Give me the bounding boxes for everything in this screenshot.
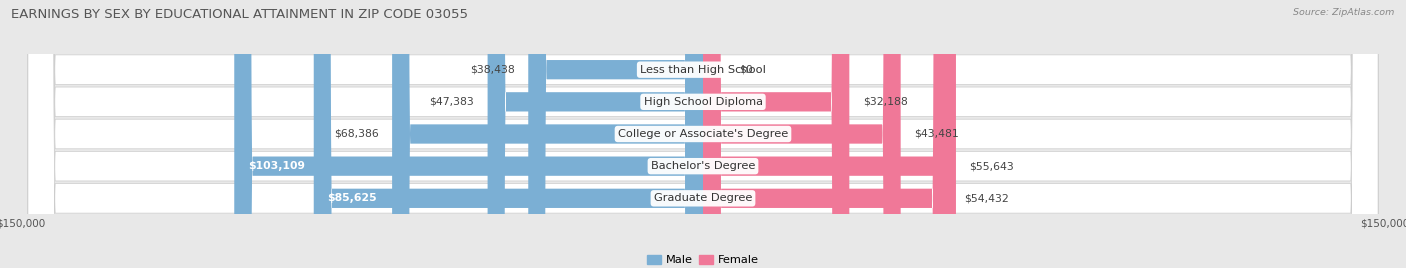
Text: $68,386: $68,386	[333, 129, 378, 139]
Text: $47,383: $47,383	[429, 97, 474, 107]
FancyBboxPatch shape	[314, 0, 703, 268]
FancyBboxPatch shape	[28, 0, 1378, 268]
Text: High School Diploma: High School Diploma	[644, 97, 762, 107]
Text: Source: ZipAtlas.com: Source: ZipAtlas.com	[1294, 8, 1395, 17]
FancyBboxPatch shape	[703, 0, 849, 268]
Text: $85,625: $85,625	[328, 193, 377, 203]
Text: $38,438: $38,438	[470, 65, 515, 75]
FancyBboxPatch shape	[28, 0, 1378, 268]
Text: $43,481: $43,481	[914, 129, 959, 139]
Legend: Male, Female: Male, Female	[643, 250, 763, 268]
FancyBboxPatch shape	[28, 0, 1378, 268]
Text: Less than High School: Less than High School	[640, 65, 766, 75]
FancyBboxPatch shape	[703, 0, 956, 268]
FancyBboxPatch shape	[703, 0, 901, 268]
FancyBboxPatch shape	[488, 0, 703, 268]
Text: Graduate Degree: Graduate Degree	[654, 193, 752, 203]
Text: $103,109: $103,109	[247, 161, 305, 171]
Text: College or Associate's Degree: College or Associate's Degree	[617, 129, 789, 139]
FancyBboxPatch shape	[28, 0, 1378, 268]
FancyBboxPatch shape	[529, 0, 703, 268]
FancyBboxPatch shape	[28, 0, 1378, 268]
Text: Bachelor's Degree: Bachelor's Degree	[651, 161, 755, 171]
Text: $0: $0	[740, 65, 754, 75]
Text: EARNINGS BY SEX BY EDUCATIONAL ATTAINMENT IN ZIP CODE 03055: EARNINGS BY SEX BY EDUCATIONAL ATTAINMEN…	[11, 8, 468, 21]
Text: $32,188: $32,188	[863, 97, 908, 107]
FancyBboxPatch shape	[235, 0, 703, 268]
Text: $54,432: $54,432	[965, 193, 1010, 203]
FancyBboxPatch shape	[392, 0, 703, 268]
FancyBboxPatch shape	[703, 0, 950, 268]
Text: $55,643: $55,643	[970, 161, 1014, 171]
